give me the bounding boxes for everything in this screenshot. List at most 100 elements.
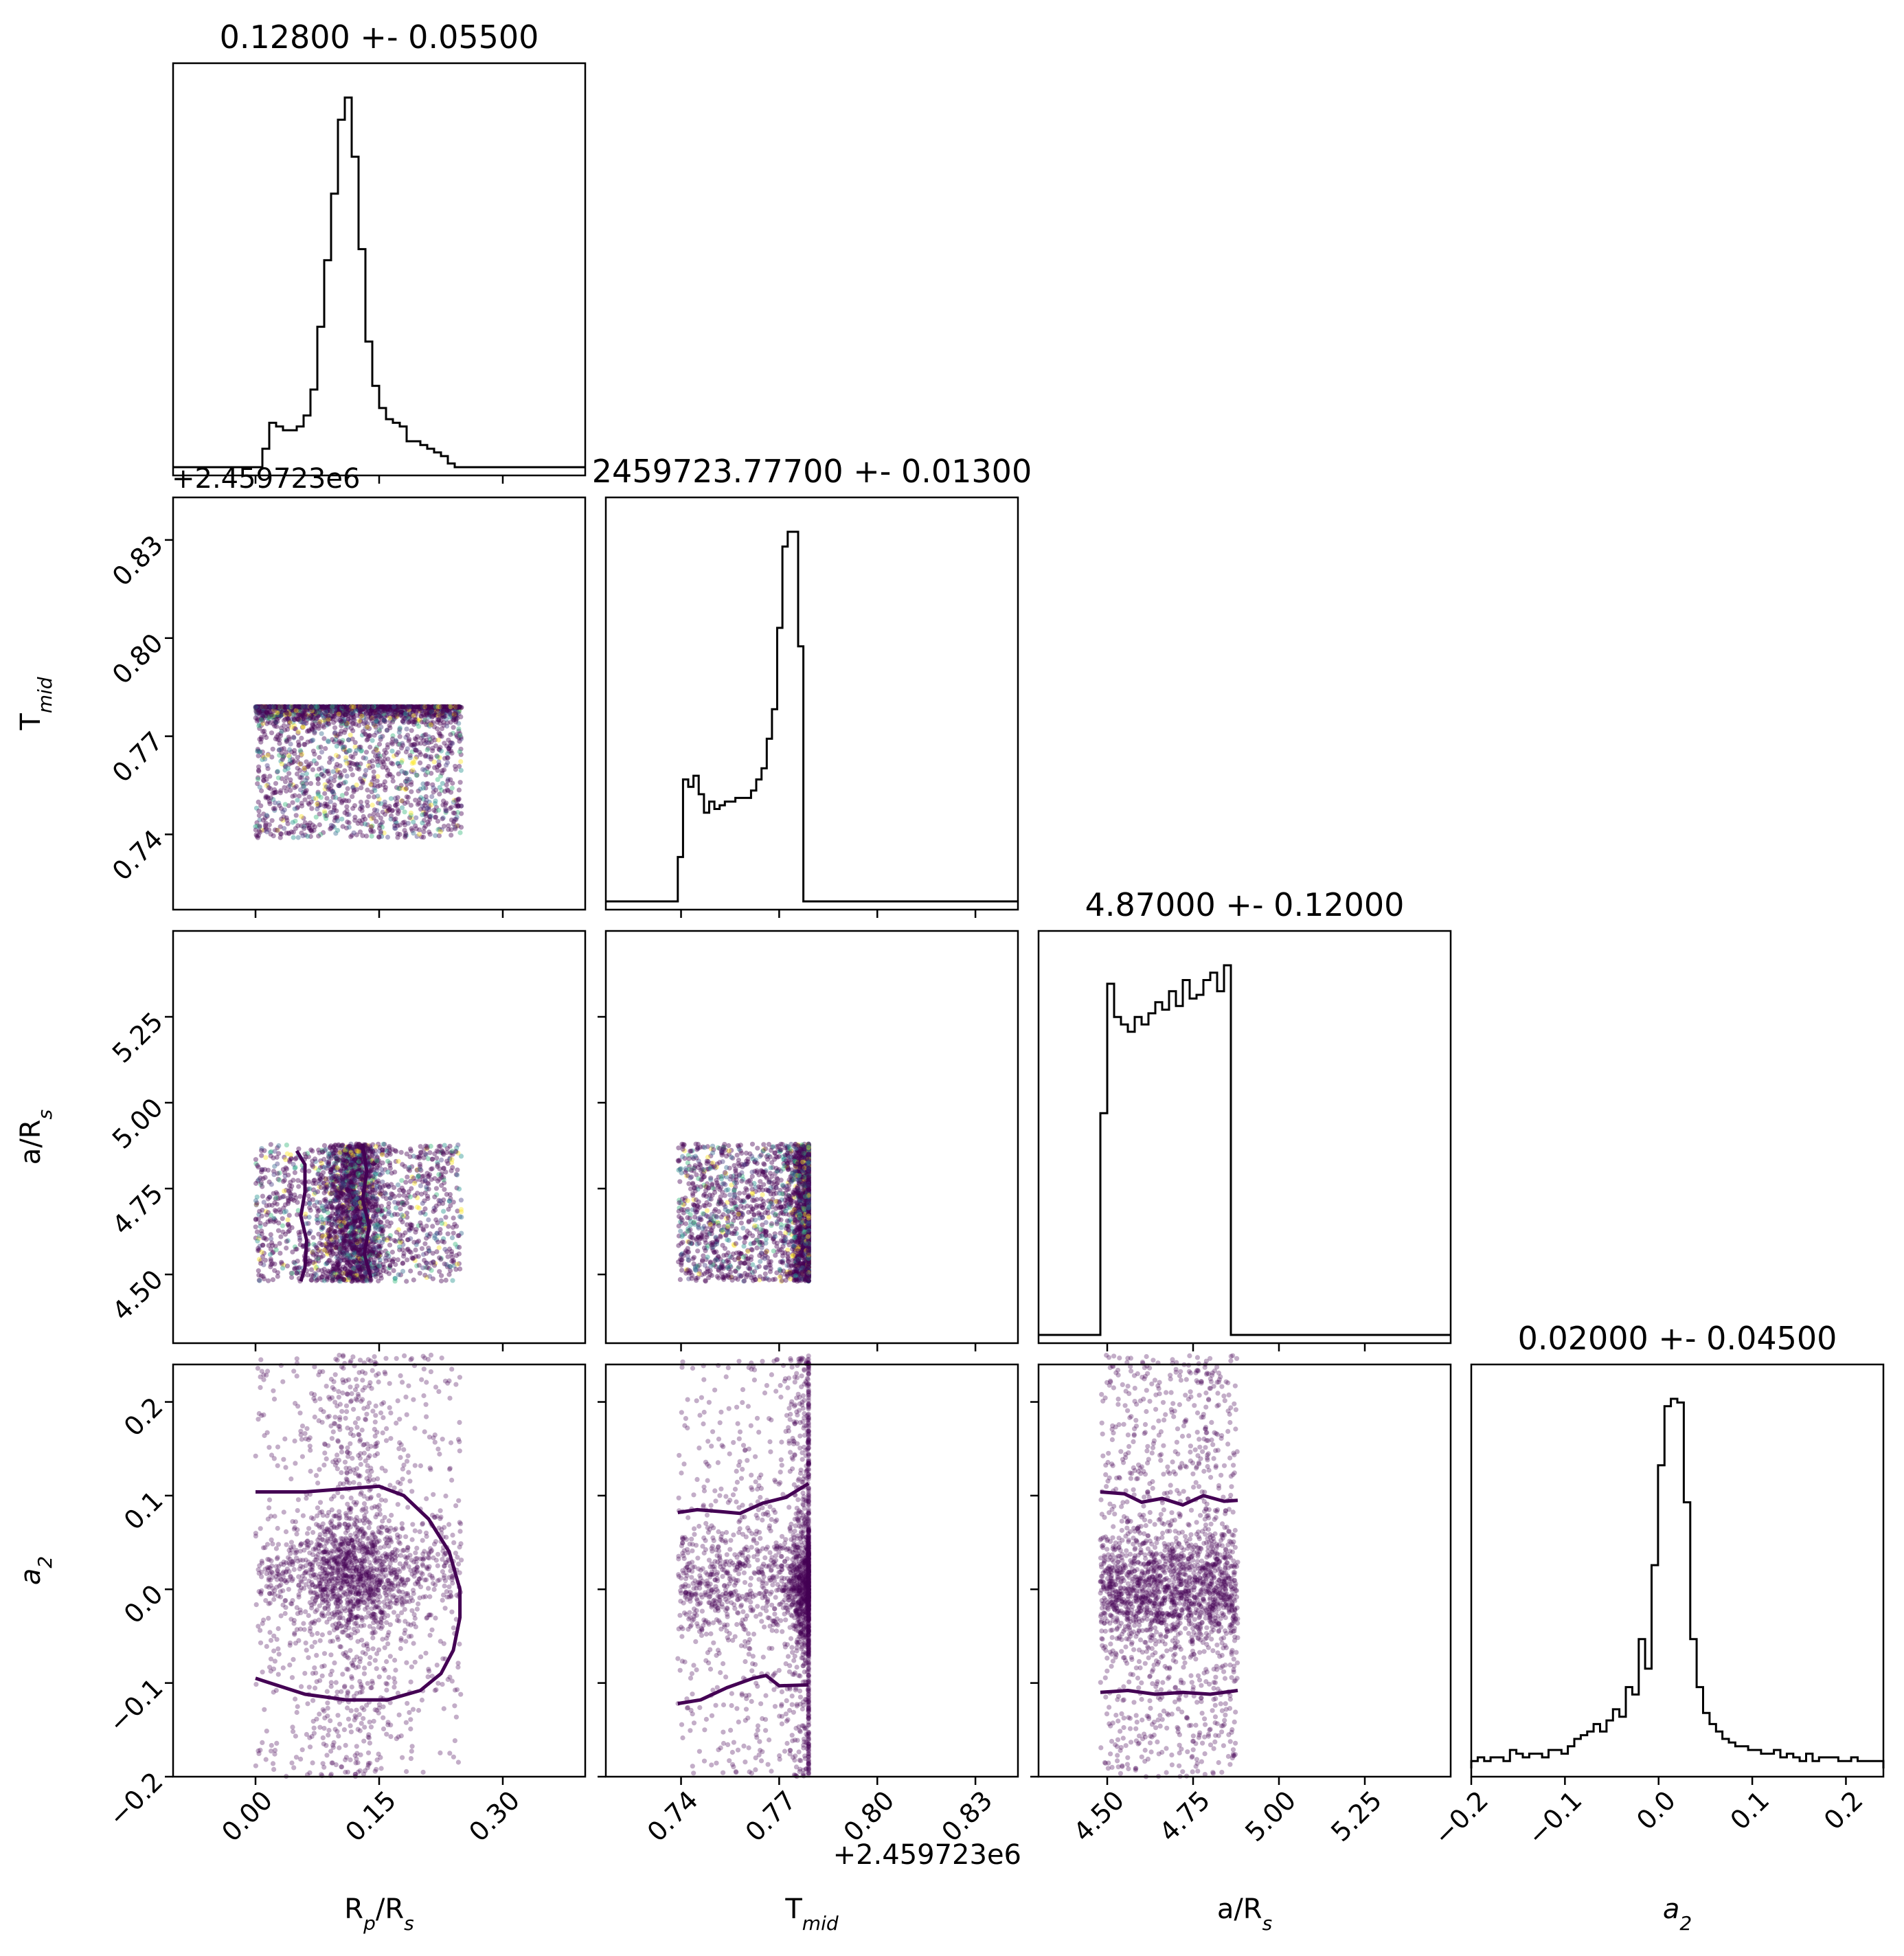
scatter-point — [442, 713, 448, 719]
scatter-point — [305, 833, 310, 839]
scatter-point — [264, 813, 269, 818]
scatter-point — [436, 807, 442, 813]
scatter-point — [295, 835, 301, 840]
scatter-point — [349, 704, 354, 710]
scatter-point — [371, 710, 376, 716]
scatter-point — [435, 737, 442, 743]
scatter-point — [416, 831, 422, 837]
scatter-point — [446, 746, 452, 752]
scatter-point — [431, 785, 436, 791]
scatter-point — [385, 745, 390, 750]
scatter-point — [413, 1247, 418, 1252]
scatter-point — [341, 798, 347, 803]
scatter-point — [335, 828, 341, 833]
scatter-point — [296, 1230, 302, 1235]
scatter-point — [419, 1246, 425, 1251]
scatter-point — [401, 1253, 407, 1259]
scatter-point — [381, 1215, 387, 1220]
scatter-point — [367, 1184, 372, 1189]
scatter-point — [407, 753, 413, 758]
scatter-point — [432, 1194, 438, 1200]
scatter-point — [256, 764, 262, 769]
scatter-point — [297, 775, 303, 780]
scatter-point — [376, 1263, 383, 1269]
scatter-point — [340, 1143, 345, 1148]
scatter-point — [268, 1246, 273, 1252]
scatter-point — [345, 717, 351, 723]
scatter-point — [407, 1154, 413, 1160]
scatter-point — [330, 1251, 336, 1257]
scatter-point — [296, 1184, 302, 1189]
scatter-point — [408, 718, 413, 723]
scatter-point — [325, 1260, 330, 1266]
scatter-point — [308, 780, 314, 786]
scatter-point — [315, 776, 321, 781]
scatter-point — [284, 710, 290, 716]
scatter-point — [382, 717, 387, 723]
scatter-point — [424, 747, 430, 752]
scatter-point — [369, 789, 374, 795]
scatter-point — [411, 819, 416, 824]
scatter-point — [331, 720, 337, 726]
scatter-point — [410, 767, 416, 773]
scatter-point — [378, 801, 384, 807]
scatter-point — [418, 795, 424, 800]
scatter-point — [346, 704, 352, 710]
scatter-point — [326, 1161, 331, 1167]
scatter-point — [423, 794, 429, 800]
scatter-point — [420, 1265, 426, 1270]
scatter-point — [424, 706, 429, 711]
scatter-point — [378, 1244, 383, 1249]
scatter-point — [427, 734, 432, 739]
scatter-point — [358, 1258, 363, 1263]
scatter-point — [310, 767, 315, 772]
scatter-point — [315, 704, 320, 710]
scatter-point — [345, 737, 352, 743]
scatter-point — [332, 805, 337, 811]
scatter-point — [276, 1220, 282, 1226]
scatter-point — [344, 774, 350, 779]
scatter-point — [437, 791, 442, 797]
scatter-point — [263, 713, 269, 719]
scatter-point — [428, 722, 434, 728]
scatter-point — [256, 769, 262, 774]
scatter-point — [313, 796, 319, 801]
scatter-point — [438, 1257, 444, 1262]
scatter-point — [357, 707, 363, 712]
scatter-point — [342, 1266, 348, 1272]
scatter-point — [368, 782, 374, 787]
scatter-point — [458, 1198, 464, 1203]
scatter-point — [456, 728, 462, 734]
scatter-point — [397, 734, 403, 739]
scatter-point — [280, 809, 286, 815]
scatter-point — [442, 756, 448, 761]
scatter-point — [303, 1211, 308, 1217]
scatter-point — [285, 821, 291, 827]
scatter-point — [383, 787, 388, 793]
scatter-point — [342, 768, 348, 774]
scatter-point — [405, 704, 410, 710]
scatter-point — [403, 705, 408, 710]
scatter-point — [430, 745, 435, 751]
scatter-point — [344, 761, 350, 766]
scatter-point — [411, 1239, 417, 1245]
scatter-point — [339, 1212, 344, 1217]
scatter-point — [454, 1172, 460, 1178]
scatter-point — [258, 739, 264, 745]
scatter-point — [263, 824, 269, 830]
scatter-point — [429, 1177, 434, 1182]
scatter-point — [401, 1193, 407, 1198]
scatter-point — [386, 1209, 392, 1215]
scatter-point — [373, 746, 378, 752]
scatter-point — [335, 1165, 340, 1171]
scatter-point — [395, 1257, 400, 1263]
scatter-point — [345, 1239, 351, 1244]
scatter-point — [354, 747, 359, 753]
scatter-point — [376, 834, 382, 840]
scatter-point — [302, 742, 308, 747]
scatter-point — [381, 718, 387, 723]
scatter-point — [428, 1143, 433, 1149]
scatter-point — [422, 1272, 428, 1278]
scatter-point — [423, 813, 429, 819]
scatter-point — [413, 823, 418, 829]
